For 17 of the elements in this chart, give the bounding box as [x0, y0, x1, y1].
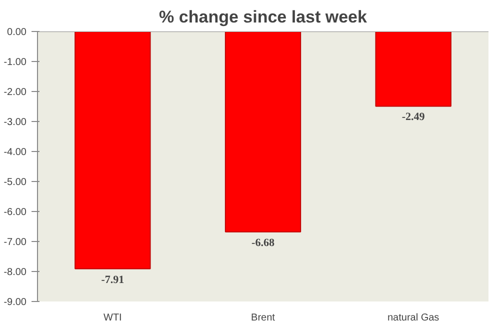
y-tick-label: -1.00 — [4, 57, 27, 68]
chart-title: % change since last week — [159, 8, 368, 26]
data-label: -7.91 — [101, 274, 124, 286]
y-tick-label: -5.00 — [4, 177, 27, 188]
y-tick-label: -9.00 — [4, 297, 27, 308]
x-tick-label: Brent — [251, 312, 276, 324]
y-tick-label: 0.00 — [7, 27, 27, 38]
y-tick-label: -4.00 — [4, 147, 27, 158]
y-tick-label: -6.00 — [4, 207, 27, 218]
y-tick-label: -7.00 — [4, 237, 27, 248]
data-label: -2.49 — [402, 111, 426, 124]
x-tick-label: WTI — [104, 312, 122, 324]
x-tick-label: natural Gas — [387, 312, 440, 324]
y-tick-label: -3.00 — [4, 117, 27, 128]
y-tick-label: -8.00 — [4, 267, 27, 278]
data-label: -6.68 — [252, 236, 275, 249]
y-tick-label: -2.00 — [4, 87, 27, 98]
